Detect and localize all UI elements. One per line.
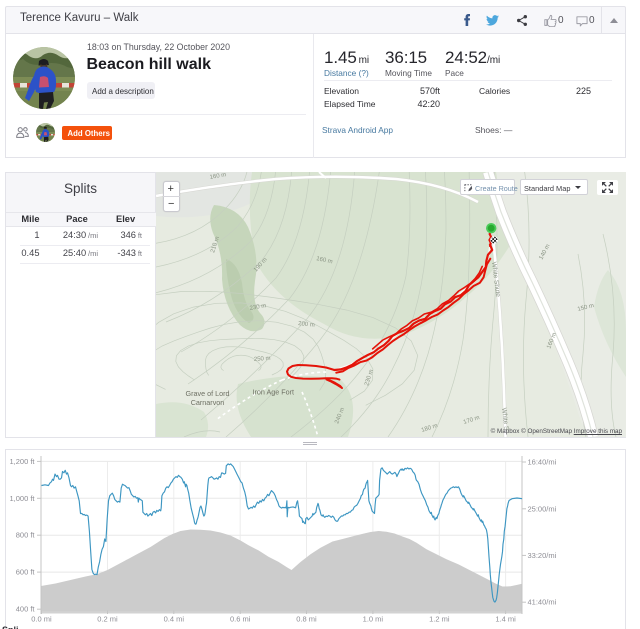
svg-text:1,200 ft: 1,200 ft [9,457,35,466]
svg-text:160 m: 160 m [546,332,558,350]
svg-text:200 m: 200 m [297,321,314,329]
svg-text:1.2 mi: 1.2 mi [429,615,450,624]
svg-text:25:00/mi: 25:00/mi [527,504,556,513]
svg-text:0.4 mi: 0.4 mi [163,615,184,624]
svg-text:0.2 mi: 0.2 mi [97,615,118,624]
svg-text:250 m: 250 m [253,356,270,363]
svg-text:400 ft: 400 ft [15,605,35,614]
svg-text:150 m: 150 m [577,303,595,313]
svg-text:160 m: 160 m [209,172,226,181]
svg-text:0.6 mi: 0.6 mi [229,615,250,624]
svg-text:800 ft: 800 ft [15,531,35,540]
svg-text:41:40/mi: 41:40/mi [527,598,556,607]
svg-text:230 m: 230 m [249,303,266,312]
svg-text:Iron Age Fort: Iron Age Fort [252,388,294,397]
svg-text:210 m: 210 m [210,236,221,254]
svg-text:1.4 mi: 1.4 mi [495,615,516,624]
svg-text:Grave of Lord: Grave of Lord [185,389,229,398]
svg-text:1.0 mi: 1.0 mi [362,615,383,624]
svg-text:White S: White S [500,407,510,431]
svg-text:Carnarvon: Carnarvon [190,398,224,407]
svg-text:160 m: 160 m [315,256,333,265]
svg-text:0.0 mi: 0.0 mi [31,615,52,624]
svg-text:170 m: 170 m [462,415,480,426]
svg-text:1,000 ft: 1,000 ft [9,494,35,503]
svg-text:600 ft: 600 ft [15,568,35,577]
svg-text:0.8 mi: 0.8 mi [296,615,317,624]
svg-text:33:20/mi: 33:20/mi [527,551,556,560]
svg-text:230 m: 230 m [364,369,375,387]
svg-text:180 m: 180 m [420,423,438,434]
svg-text:16:40/mi: 16:40/mi [527,458,556,467]
svg-text:240 m: 240 m [334,407,346,425]
svg-text:White Shute: White Shute [490,261,501,297]
